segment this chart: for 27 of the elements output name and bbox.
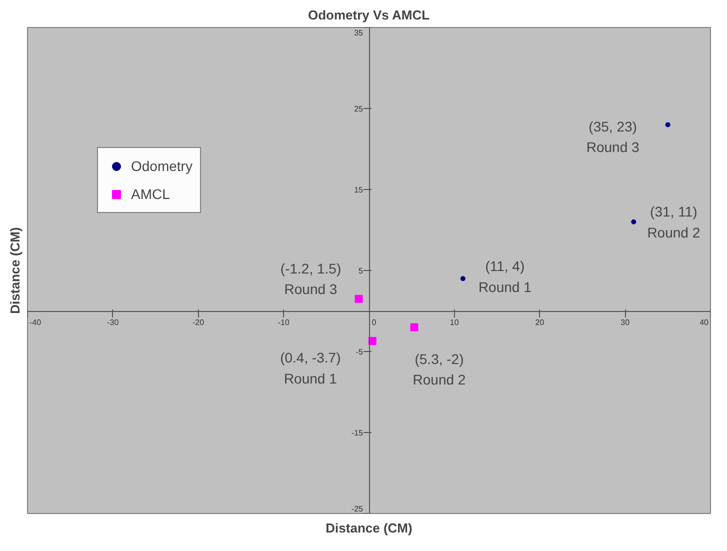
x-tick-label: 30 <box>620 318 630 327</box>
annotation: (31, 11) Round 2 <box>647 204 700 240</box>
annotation: (0.4, -3.7) Round 1 <box>280 350 341 386</box>
y-tick-label: 5 <box>358 266 364 276</box>
x-tick-label: 40 <box>700 318 710 327</box>
x-tick-label: 10 <box>450 318 460 327</box>
annotation: (11, 4) Round 1 <box>478 258 532 295</box>
annotation: (-1.2, 1.5) Round 3 <box>280 260 342 298</box>
x-tick-label: 20 <box>535 318 545 327</box>
legend-label: Odometry <box>131 158 192 174</box>
annotation: (5.3, -2) Round 2 <box>412 350 466 388</box>
y-tick-label: -5 <box>356 348 364 356</box>
chart-title: Odometry Vs AMCL <box>308 8 430 22</box>
y-axis-title: Distance (CM) <box>8 227 22 314</box>
y-tick-label: 35 <box>354 28 364 38</box>
y-tick-label: -15 <box>351 428 364 438</box>
x-tick-label: -10 <box>278 318 290 327</box>
y-tick-label: -25 <box>351 504 364 514</box>
y-tick-label: 25 <box>354 104 364 114</box>
x-tick-label: -30 <box>107 318 120 327</box>
x-tick-label: 0 <box>372 318 377 327</box>
annotation: (35, 23) Round 3 <box>586 118 640 156</box>
x-axis-title: Distance (CM) <box>326 520 412 536</box>
x-tick-label: -20 <box>192 318 205 327</box>
x-tick-label: -40 <box>30 318 42 327</box>
legend-label: AMCL <box>131 186 170 202</box>
y-tick-label: 15 <box>354 186 364 194</box>
